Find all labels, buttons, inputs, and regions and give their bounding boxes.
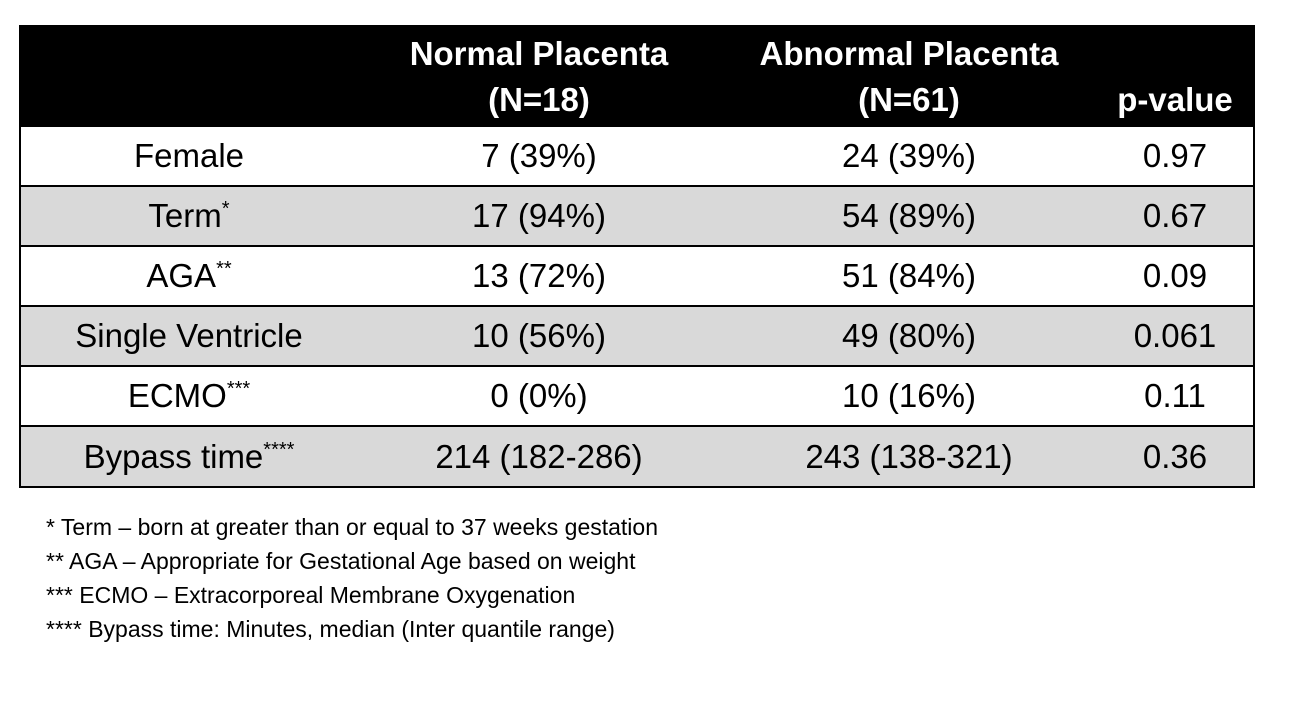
cell-normal: 10 (56%) — [472, 317, 606, 354]
header-normal-placenta: Normal Placenta (N=18) — [357, 27, 721, 126]
table-row: Single Ventricle 10 (56%) 49 (80%) 0.061 — [21, 306, 1253, 366]
cell-normal: 13 (72%) — [472, 257, 606, 294]
cell-abnormal: 49 (80%) — [842, 317, 976, 354]
header-abnormal-line2: (N=61) — [858, 80, 960, 118]
table-row: ECMO*** 0 (0%) 10 (16%) 0.11 — [21, 366, 1253, 426]
cell-p-value: 0.67 — [1142, 197, 1208, 234]
cell-abnormal: 243 (138-321) — [805, 437, 1013, 475]
row-label-text: Term — [148, 197, 222, 234]
row-label-text: ECMO — [127, 377, 227, 414]
table-row: Term* 17 (94%) 54 (89%) 0.67 — [21, 186, 1253, 246]
cell-p-value: 0.061 — [1133, 317, 1217, 354]
row-label: AGA** — [21, 246, 357, 306]
table-header: Normal Placenta (N=18) Abnormal Placenta… — [21, 27, 1253, 126]
footnotes: * Term – born at greater than or equal t… — [46, 510, 658, 646]
table-body: Female 7 (39%) 24 (39%) 0.97 Term* 17 (9… — [21, 126, 1253, 486]
footnote-marker: **** — [263, 438, 295, 461]
cell-abnormal: 51 (84%) — [842, 257, 976, 294]
header-row: Normal Placenta (N=18) Abnormal Placenta… — [21, 27, 1253, 126]
footnote-marker: *** — [226, 378, 251, 400]
header-variable — [21, 27, 357, 126]
header-abnormal-placenta: Abnormal Placenta (N=61) — [721, 27, 1097, 126]
header-normal-line1: Normal Placenta — [409, 34, 669, 72]
table-row: Bypass time**** 214 (182-286) 243 (138-3… — [21, 426, 1253, 486]
cell-abnormal: 10 (16%) — [842, 377, 976, 414]
placenta-comparison-table: Normal Placenta (N=18) Abnormal Placenta… — [19, 25, 1255, 488]
row-label-text: AGA — [146, 257, 217, 294]
cell-p-value: 0.11 — [1144, 377, 1206, 414]
row-label: Bypass time**** — [21, 426, 357, 486]
header-abnormal-line1: Abnormal Placenta — [759, 34, 1059, 72]
cell-normal: 7 (39%) — [481, 137, 597, 174]
header-pvalue-label: p-value — [1117, 80, 1233, 118]
cell-p-value: 0.09 — [1142, 257, 1208, 294]
footnote-bypass-time: **** Bypass time: Minutes, median (Inter… — [46, 616, 615, 642]
cell-p-value: 0.36 — [1142, 437, 1208, 475]
cell-normal: 0 (0%) — [490, 377, 588, 414]
header-normal-line2: (N=18) — [488, 80, 590, 118]
row-label-text: Single Ventricle — [75, 317, 303, 354]
row-label: Single Ventricle — [21, 306, 357, 366]
table-row: Female 7 (39%) 24 (39%) 0.97 — [21, 126, 1253, 186]
footnote-aga: ** AGA – Appropriate for Gestational Age… — [46, 548, 636, 574]
row-label-text: Female — [133, 137, 245, 174]
cell-abnormal: 54 (89%) — [842, 197, 976, 234]
header-p-value: p-value — [1097, 27, 1253, 126]
row-label: Term* — [21, 186, 357, 246]
row-label: ECMO*** — [21, 366, 357, 426]
table-row: AGA** 13 (72%) 51 (84%) 0.09 — [21, 246, 1253, 306]
footnote-marker: * — [221, 198, 230, 220]
row-label: Female — [21, 126, 357, 186]
cell-p-value: 0.97 — [1142, 137, 1208, 174]
footnote-ecmo: *** ECMO – Extracorporeal Membrane Oxyge… — [46, 582, 576, 608]
footnote-term: * Term – born at greater than or equal t… — [46, 514, 659, 540]
row-label-text: Bypass time — [83, 437, 264, 475]
data-table: Normal Placenta (N=18) Abnormal Placenta… — [21, 27, 1253, 486]
cell-normal: 214 (182-286) — [435, 437, 643, 475]
footnote-marker: ** — [216, 258, 232, 280]
cell-normal: 17 (94%) — [472, 197, 606, 234]
cell-abnormal: 24 (39%) — [842, 137, 976, 174]
